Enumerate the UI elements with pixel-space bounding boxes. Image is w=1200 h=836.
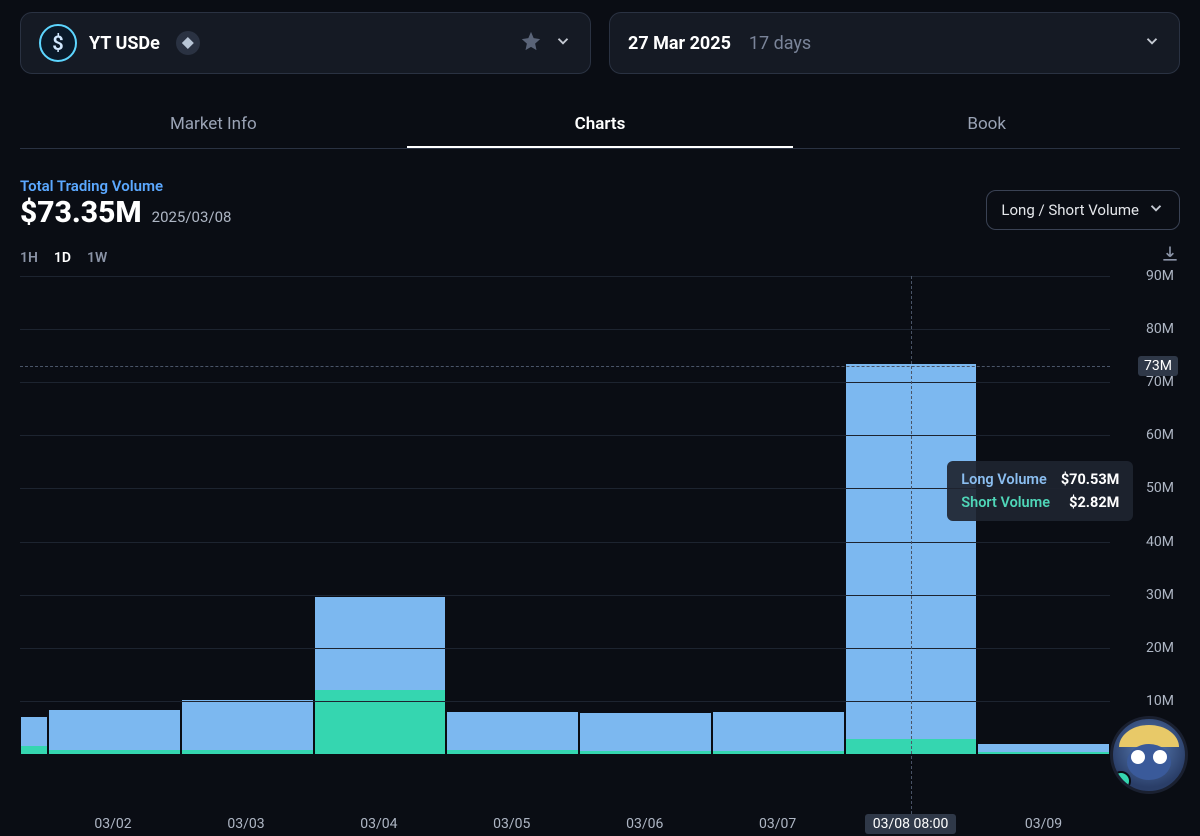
refresh-badge-icon: [1111, 771, 1131, 791]
y-tick: 70M: [1146, 374, 1174, 390]
bar-long-segment: [182, 700, 313, 750]
x-tick: 03/09: [977, 816, 1110, 836]
chevron-down-icon: [1147, 199, 1165, 221]
y-tick: 30M: [1146, 587, 1174, 603]
y-tick: 50M: [1146, 480, 1174, 496]
chevron-down-icon: [1143, 32, 1161, 54]
y-tick-highlight: 73M: [1138, 356, 1178, 376]
bar-slot[interactable]: [446, 712, 579, 754]
tab-book[interactable]: Book: [793, 104, 1180, 148]
expiry-remaining: 17 days: [749, 33, 811, 54]
tab-market-info[interactable]: Market Info: [20, 104, 407, 148]
x-tick: 03/03: [180, 816, 313, 836]
bar-slot[interactable]: [712, 712, 845, 754]
download-icon[interactable]: [1160, 244, 1180, 268]
expiry-date: 27 Mar 2025: [628, 33, 731, 54]
tooltip-long-label: Long Volume: [961, 471, 1047, 488]
chevron-down-icon: [554, 32, 572, 54]
bar-long-segment: [447, 712, 578, 750]
token-selector[interactable]: $ YT USDe: [20, 12, 591, 74]
token-symbol: YT USDe: [89, 33, 160, 54]
bar-long-segment: [49, 710, 180, 750]
y-tick: 90M: [1146, 268, 1174, 284]
x-tick: 03/04: [312, 816, 445, 836]
tooltip-short-label: Short Volume: [961, 494, 1050, 511]
bar-short-segment: [315, 690, 446, 754]
timeframe-1h[interactable]: 1H: [20, 250, 38, 266]
x-tick: [20, 816, 47, 836]
x-tick: 03/08 08:00: [844, 816, 977, 836]
volume-title: Total Trading Volume: [20, 177, 231, 195]
bar-short-segment: [21, 746, 47, 754]
tab-bar: Market InfoChartsBook: [20, 104, 1180, 149]
tooltip-short-value: $2.82M: [1069, 494, 1119, 511]
volume-date: 2025/03/08: [152, 208, 232, 226]
timeframe-1w[interactable]: 1W: [87, 250, 107, 266]
bar-short-segment: [978, 752, 1109, 754]
x-tick: 03/06: [578, 816, 711, 836]
y-tick: 80M: [1146, 321, 1174, 337]
star-icon[interactable]: [520, 30, 542, 56]
bar-slot[interactable]: [977, 744, 1110, 754]
y-tick: 10M: [1146, 693, 1174, 709]
metric-dropdown[interactable]: Long / Short Volume: [986, 190, 1180, 230]
expiry-selector[interactable]: 27 Mar 2025 17 days: [609, 12, 1180, 74]
bar-long-segment: [713, 712, 844, 752]
bar-long-segment: [315, 597, 446, 690]
bar-slot[interactable]: [20, 717, 48, 754]
tooltip-long-value: $70.53M: [1061, 471, 1120, 488]
bar-slot[interactable]: [48, 710, 181, 754]
metric-label: Long / Short Volume: [1001, 201, 1139, 219]
x-tick: 03/05: [445, 816, 578, 836]
bar-short-segment: [49, 750, 180, 754]
chart-tooltip: Long Volume $70.53M Short Volume $2.82M: [947, 461, 1133, 521]
bar-short-segment: [182, 750, 313, 754]
bar-long-segment: [580, 713, 711, 751]
assistant-avatar[interactable]: [1110, 716, 1188, 794]
bar-slot[interactable]: [579, 713, 712, 754]
y-tick: 20M: [1146, 640, 1174, 656]
x-tick: 03/07: [711, 816, 844, 836]
bar-slot[interactable]: [314, 597, 447, 754]
timeframe-1d[interactable]: 1D: [54, 250, 71, 266]
bar-short-segment: [580, 751, 711, 754]
bar-long-segment: [978, 744, 1109, 752]
y-tick: 40M: [1146, 534, 1174, 550]
tab-charts[interactable]: Charts: [407, 104, 794, 148]
volume-value: $73.35M: [20, 195, 142, 230]
bar-slot[interactable]: [181, 700, 314, 754]
bar-long-segment: [21, 717, 47, 746]
volume-chart: 0M10M20M30M40M50M60M70M80M90M73M 03/0203…: [20, 276, 1180, 836]
bar-short-segment: [713, 751, 844, 754]
x-tick: 03/02: [47, 816, 180, 836]
ethereum-icon: [176, 31, 200, 55]
bar-short-segment: [447, 750, 578, 754]
y-tick: 60M: [1146, 427, 1174, 443]
token-icon: $: [39, 24, 77, 62]
